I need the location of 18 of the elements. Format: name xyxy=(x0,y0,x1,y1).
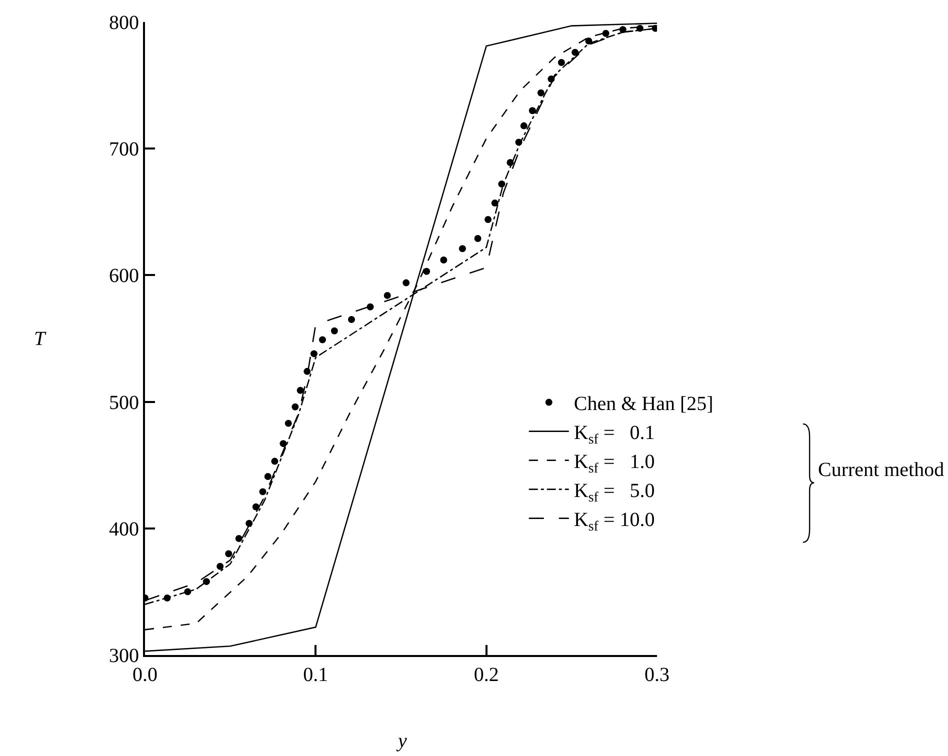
y-tick-label: 600 xyxy=(109,265,139,288)
legend-label: K$_{sf}$ = 5.0 xyxy=(574,480,655,506)
y-axis-title: T xyxy=(34,328,47,350)
legend-label: K$_{sf}$ = 10.0 xyxy=(574,509,655,534)
y-tick-label: 800 xyxy=(109,12,139,34)
x-axis-title: y xyxy=(396,730,407,752)
y-tick-label: 300 xyxy=(109,645,139,667)
legend-label: K$_{sf}$ = 0.1 xyxy=(574,422,655,448)
legend-label: Chen & Han [25] xyxy=(574,393,714,416)
y-tick-label: 700 xyxy=(109,138,139,161)
x-tick-label: 0.3 xyxy=(644,664,670,686)
y-tick-label: 500 xyxy=(109,392,139,414)
x-tick-label: 0.1 xyxy=(303,664,328,686)
text: Current method xyxy=(818,459,944,481)
x-tick-label: 0.2 xyxy=(474,664,499,686)
x-tick-label: 0.0 xyxy=(132,664,158,686)
legend-label: K$_{sf}$ = 1.0 xyxy=(574,451,655,476)
y-tick-label: 400 xyxy=(109,518,139,540)
